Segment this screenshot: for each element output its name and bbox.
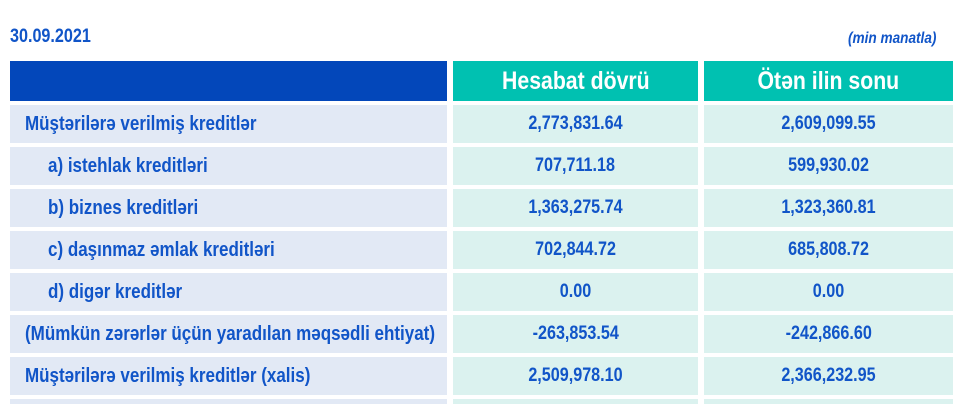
cell-value-text: 702,844.72 — [535, 239, 616, 260]
table-row-label: Müştərilərə verilmiş kreditlər (xalis) — [10, 357, 447, 395]
table-cell-previous: 599,930.02 — [704, 147, 953, 185]
table-row-label: Müştərilərə verilmiş kreditlər — [10, 105, 447, 143]
cell-value-text: 599,930.02 — [788, 155, 869, 176]
row-label-text: Müştərilərə verilmiş kreditlər (xalis) — [25, 364, 311, 387]
credits-table: Hesabat dövrü Ötən ilin sonu Müştərilərə… — [10, 61, 953, 404]
table-row-label: b) biznes kreditləri — [10, 189, 447, 227]
table-cell-current: 702,844.72 — [453, 231, 698, 269]
table-cell-current: -263,853.54 — [453, 315, 698, 353]
table-cell-previous: -242,866.60 — [704, 315, 953, 353]
header-blank-cell — [10, 61, 447, 101]
table-cell-current: 707,711.18 — [453, 147, 698, 185]
cell-value-text: 2,773,831.64 — [528, 113, 623, 134]
report-header: 30.09.2021 (min manatla) — [10, 22, 952, 48]
table-row-label: c) daşınmaz əmlak kreditləri — [10, 231, 447, 269]
cell-value-text: 1,363,275.74 — [528, 197, 623, 218]
unit-note-text: (min manatla) — [847, 30, 937, 47]
table-cell-current: 1,363,275.74 — [453, 189, 698, 227]
table-cell-previous: 1,323,360.81 — [704, 189, 953, 227]
cell-value-text: -242,866.60 — [785, 323, 872, 344]
row-label-text: (Mümkün zərərlər üçün yaradılan məqsədli… — [25, 322, 436, 345]
row-label-text: a) istehlak kreditləri — [48, 154, 208, 177]
cell-value-text: 0.00 — [559, 281, 592, 302]
cell-value-text: 1,323,360.81 — [781, 197, 876, 218]
table-cell-current: 2,773,831.64 — [453, 105, 698, 143]
row-label-text: Müştərilərə verilmiş kreditlər — [25, 112, 257, 135]
cell-value-text: 2,366,232.95 — [781, 365, 876, 386]
row-label-text: d) digər kreditlər — [48, 280, 183, 303]
column-header-previous: Ötən ilin sonu — [704, 61, 953, 101]
table-row-label: a) istehlak kreditləri — [10, 147, 447, 185]
cell-value-text: -263,853.54 — [532, 323, 619, 344]
cell-value-text: 685,808.72 — [788, 239, 869, 260]
row-label-text: b) biznes kreditləri — [48, 196, 199, 219]
cell-value-text: 707,711.18 — [535, 155, 616, 176]
report-date: 30.09.2021 — [10, 26, 105, 48]
table-cell-current: 2,509,978.10 — [453, 357, 698, 395]
table-cell-previous: 0.00 — [704, 273, 953, 311]
table-row-label: d) digər kreditlər — [10, 273, 447, 311]
table-cell-previous: 2,366,232.95 — [704, 357, 953, 395]
unit-note: (min manatla) — [848, 30, 952, 48]
column-header-current: Hesabat dövrü — [453, 61, 698, 101]
row-label-text: c) daşınmaz əmlak kreditləri — [48, 238, 275, 261]
table-cell-previous: 685,808.72 — [704, 231, 953, 269]
column-header-current-label: Hesabat dövrü — [501, 66, 650, 95]
table-cell-previous: 2,609,099.55 — [704, 105, 953, 143]
column-header-previous-label: Ötən ilin sonu — [757, 66, 900, 95]
cell-value-text: 0.00 — [812, 281, 845, 302]
partial-row-current-cell — [453, 399, 698, 404]
cell-value-text: 2,609,099.55 — [781, 113, 876, 134]
cell-value-text: 2,509,978.10 — [528, 365, 623, 386]
partial-row-previous-cell — [704, 399, 953, 404]
table-row-label: (Mümkün zərərlər üçün yaradılan məqsədli… — [10, 315, 447, 353]
table-cell-current: 0.00 — [453, 273, 698, 311]
partial-row-label-cell — [10, 399, 447, 404]
report-date-text: 30.09.2021 — [10, 26, 91, 47]
